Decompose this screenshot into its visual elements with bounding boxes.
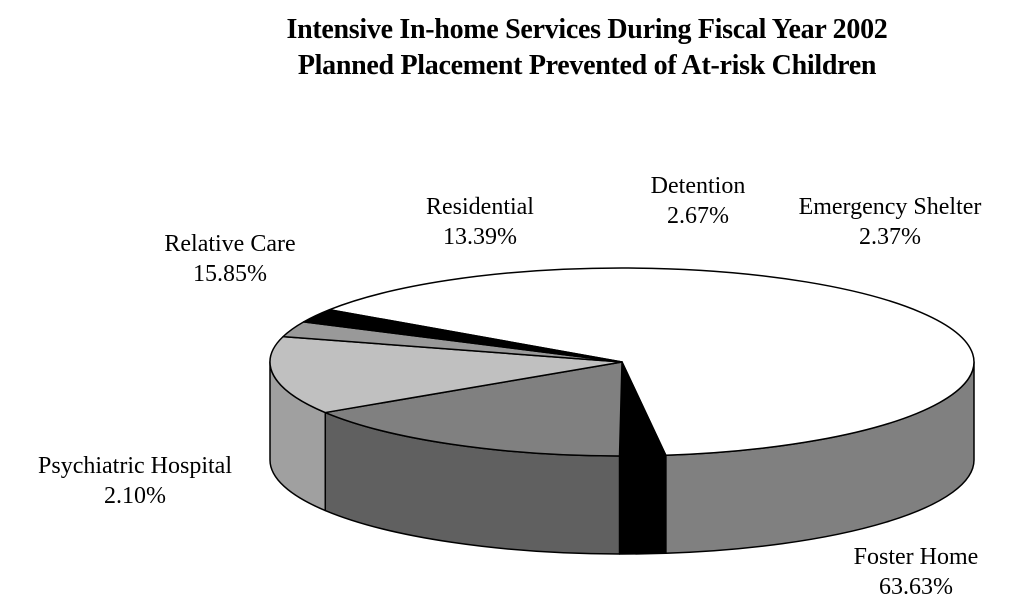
slice-name-foster-home: Foster Home bbox=[853, 544, 979, 570]
slice-value-psychiatric-hospital: 2.10% bbox=[104, 483, 166, 509]
chart-title: Intensive In-home Services During Fiscal… bbox=[286, 14, 888, 45]
slice-name-relative-care: Relative Care bbox=[164, 231, 296, 257]
pie-slice-emergency-shelter bbox=[302, 308, 623, 363]
slice-name-detention: Detention bbox=[650, 173, 746, 199]
pie-slice-foster-home bbox=[328, 267, 975, 457]
slice-value-relative-care: 15.85% bbox=[193, 261, 267, 287]
slice-label-residential: Residential 13.39% bbox=[390, 192, 570, 252]
slice-name-residential: Residential bbox=[426, 194, 534, 220]
pie-slice-relative-care bbox=[324, 361, 623, 457]
slice-name-emergency-shelter: Emergency Shelter bbox=[798, 194, 982, 220]
pie-side-walls bbox=[269, 361, 975, 555]
chart-subtitle: Planned Placement Prevented of At-risk C… bbox=[297, 50, 877, 81]
slice-value-foster-home: 63.63% bbox=[879, 574, 953, 600]
slice-label-relative-care: Relative Care 15.85% bbox=[150, 229, 310, 289]
pie-top-faces bbox=[269, 267, 975, 457]
slice-label-emergency-shelter: Emergency Shelter 2.37% bbox=[770, 192, 1010, 252]
slice-label-foster-home: Foster Home 63.63% bbox=[836, 542, 996, 602]
pie-side-psychiatric-hospital bbox=[618, 454, 667, 555]
slice-value-residential: 13.39% bbox=[443, 224, 517, 250]
slice-value-detention: 2.67% bbox=[667, 203, 729, 229]
slice-name-psychiatric-hospital: Psychiatric Hospital bbox=[38, 453, 232, 479]
slice-value-emergency-shelter: 2.37% bbox=[859, 224, 921, 250]
slice-label-detention: Detention 2.67% bbox=[626, 171, 770, 231]
slice-label-psychiatric-hospital: Psychiatric Hospital 2.10% bbox=[2, 451, 268, 511]
